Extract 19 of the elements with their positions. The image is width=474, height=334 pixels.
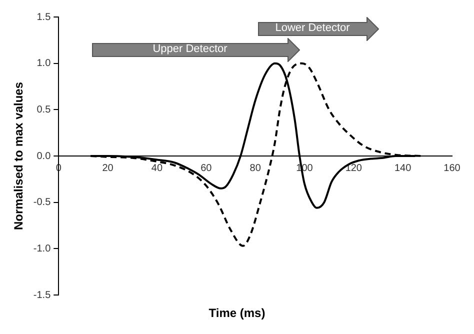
y-tick-label: -1.0: [33, 243, 52, 254]
y-tick-label: 1.0: [36, 58, 52, 70]
y-tick-label: -0.5: [33, 197, 52, 208]
y-tick-label: 1.5: [36, 12, 52, 23]
arrow-icon: Lower Detector: [258, 17, 379, 41]
y-axis-title: Normalised to max values: [12, 82, 26, 230]
y-tick-label: 0.5: [36, 104, 52, 116]
arrow-icon: Upper Detector: [92, 38, 300, 62]
x-tick-label: 140: [394, 162, 412, 174]
x-tick-label: 60: [200, 162, 212, 174]
x-tick-label: 20: [102, 162, 114, 174]
x-axis-title: Time (ms): [208, 306, 266, 320]
annotation: Upper Detector: [152, 43, 228, 56]
x-tick-label: 160: [444, 162, 461, 174]
x-tick-label: 80: [250, 162, 262, 174]
x-tick-label: 40: [151, 162, 163, 174]
annotation: Lower Detector: [274, 22, 351, 35]
y-tick-label: 0.0: [36, 150, 52, 162]
y-tick-label: -1.5: [33, 290, 52, 301]
